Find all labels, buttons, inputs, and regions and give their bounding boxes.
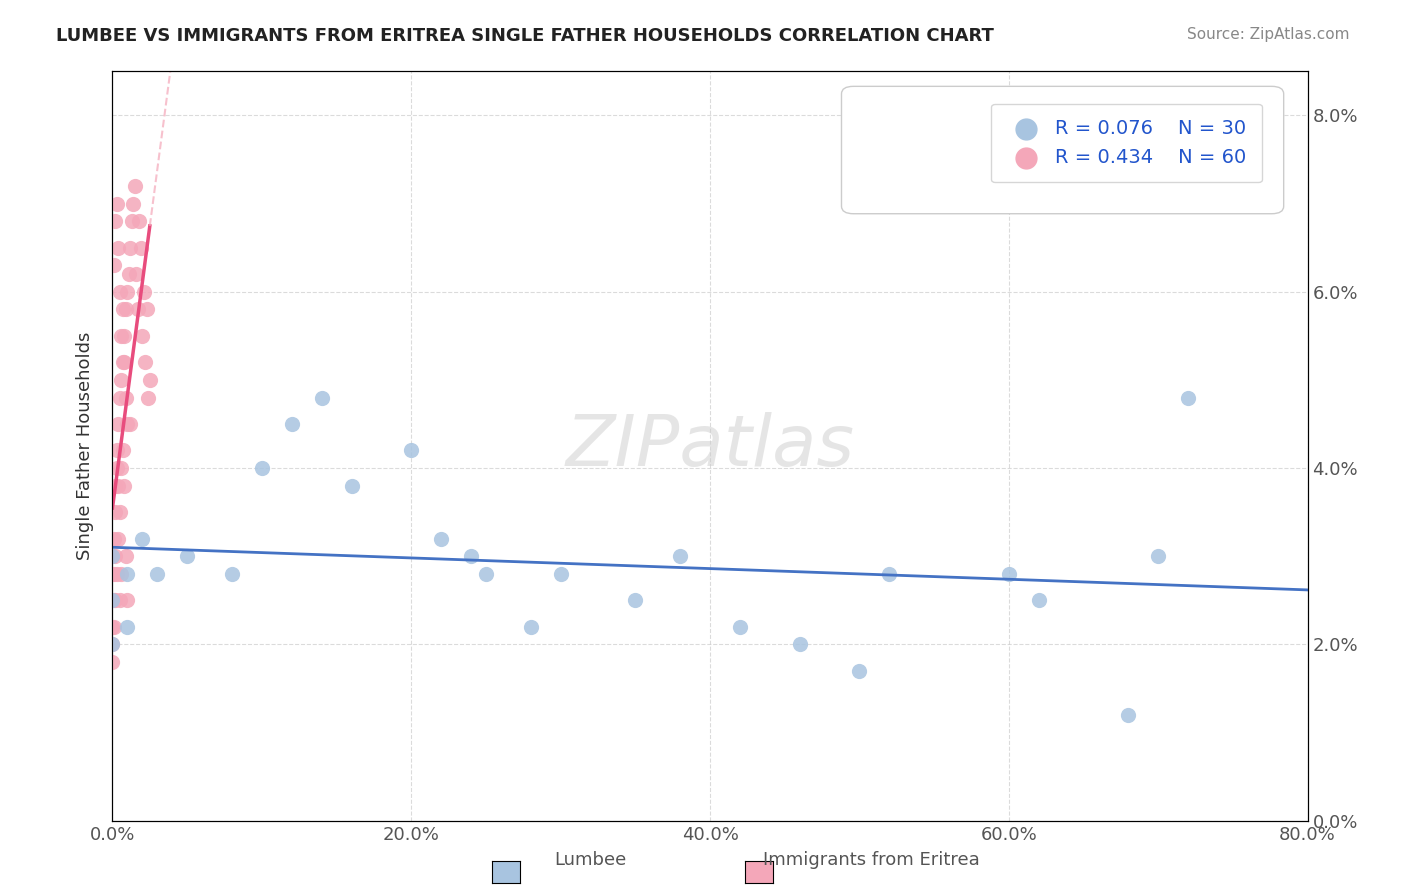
Point: [101, 637, 124, 651]
Point: [998, 566, 1021, 581]
Point: [105, 196, 128, 211]
FancyBboxPatch shape: [842, 87, 1284, 214]
Point: [101, 655, 124, 669]
Point: [118, 267, 141, 281]
Point: [103, 566, 125, 581]
Point: [250, 461, 273, 475]
Point: [135, 302, 157, 317]
Point: [101, 620, 124, 634]
Point: [128, 214, 150, 228]
Point: [115, 302, 138, 317]
Point: [131, 328, 153, 343]
Point: [104, 478, 127, 492]
Point: [101, 637, 124, 651]
Point: [129, 241, 152, 255]
Point: [120, 417, 142, 431]
Point: [475, 566, 498, 581]
Text: LUMBEE VS IMMIGRANTS FROM ERITREA SINGLE FATHER HOUSEHOLDS CORRELATION CHART: LUMBEE VS IMMIGRANTS FROM ERITREA SINGLE…: [56, 27, 994, 45]
Point: [103, 593, 125, 607]
Point: [125, 267, 148, 281]
Point: [134, 355, 156, 369]
Point: [103, 532, 125, 546]
Point: [111, 355, 134, 369]
Point: [430, 532, 453, 546]
Point: [105, 443, 128, 458]
Point: [111, 302, 134, 317]
Point: [311, 391, 333, 405]
Point: [111, 443, 134, 458]
Point: [550, 566, 572, 581]
Point: [879, 566, 901, 581]
Point: [1147, 549, 1170, 564]
Point: [105, 566, 128, 581]
Point: [176, 549, 198, 564]
Point: [110, 373, 132, 387]
Point: [117, 285, 139, 299]
Point: [139, 373, 162, 387]
Point: [105, 461, 128, 475]
Point: [104, 505, 127, 519]
Text: Source: ZipAtlas.com: Source: ZipAtlas.com: [1187, 27, 1350, 42]
Point: [115, 549, 138, 564]
Point: [1118, 707, 1140, 722]
Point: [110, 566, 132, 581]
Point: [110, 461, 132, 475]
Point: [281, 417, 304, 431]
Point: [848, 664, 870, 678]
Point: [114, 328, 135, 343]
Text: Lumbee: Lumbee: [554, 851, 627, 869]
Point: [120, 241, 142, 255]
Point: [117, 620, 139, 634]
Point: [108, 285, 131, 299]
Point: [124, 178, 146, 193]
Text: Immigrants from Eritrea: Immigrants from Eritrea: [763, 851, 980, 869]
Point: [108, 391, 131, 405]
Point: [103, 620, 125, 634]
Point: [114, 478, 135, 492]
Point: [104, 214, 127, 228]
Point: [146, 566, 169, 581]
Point: [110, 328, 132, 343]
Text: ZIPatlas: ZIPatlas: [565, 411, 855, 481]
Point: [115, 391, 138, 405]
Point: [1177, 391, 1199, 405]
Legend: R = 0.076    N = 30, R = 0.434    N = 60: R = 0.076 N = 30, R = 0.434 N = 60: [991, 103, 1263, 182]
Point: [340, 478, 363, 492]
Point: [114, 355, 135, 369]
Point: [221, 566, 243, 581]
Point: [117, 593, 139, 607]
Point: [121, 214, 143, 228]
Point: [122, 196, 145, 211]
Point: [101, 549, 124, 564]
Point: [108, 593, 131, 607]
Point: [108, 505, 131, 519]
Point: [132, 285, 155, 299]
Point: [520, 620, 543, 634]
Point: [107, 478, 129, 492]
Point: [104, 549, 127, 564]
Point: [401, 443, 423, 458]
Point: [624, 593, 647, 607]
Point: [1028, 593, 1050, 607]
Point: [107, 417, 129, 431]
Y-axis label: Single Father Households: Single Father Households: [76, 332, 94, 560]
Point: [101, 593, 124, 607]
Point: [101, 549, 124, 564]
Point: [138, 391, 160, 405]
Point: [107, 532, 129, 546]
Point: [117, 417, 139, 431]
Point: [131, 532, 153, 546]
Point: [728, 620, 751, 634]
Point: [101, 593, 124, 607]
Point: [789, 637, 811, 651]
Point: [669, 549, 692, 564]
Point: [127, 302, 149, 317]
Point: [107, 241, 129, 255]
Point: [101, 566, 124, 581]
Point: [103, 258, 125, 272]
Point: [460, 549, 482, 564]
Point: [104, 593, 127, 607]
Point: [117, 566, 139, 581]
